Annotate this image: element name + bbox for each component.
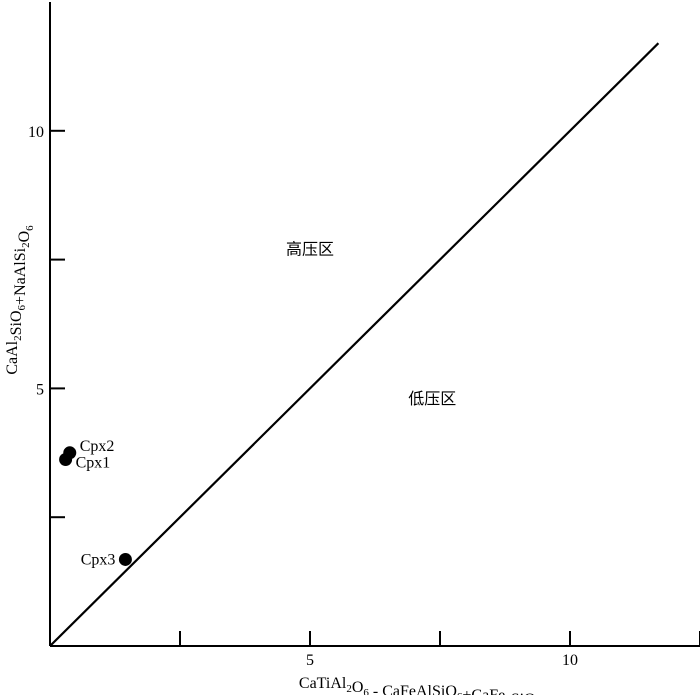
y-axis-title: CaAl2SiO6+NaAlSi2O6 [4,225,36,375]
axis-titles: CaTiAl2O6 - CaFeAlSiO6+CaFe2SiO6 CaAl2SiO… [4,225,542,695]
y-tick-label: 10 [28,124,44,141]
boundary-line-group [49,42,660,647]
point-label-cpx3: Cpx3 [81,551,116,568]
point-label-cpx2: Cpx2 [80,438,115,455]
region-label: 低压区 [408,389,456,408]
x-tick-label: 10 [562,652,578,669]
axes [49,2,700,647]
x-tick-label: 5 [306,652,314,669]
x-axis-title: CaTiAl2O6 - CaFeAlSiO6+CaFe2SiO6 [299,675,542,695]
boundary-line [49,42,660,647]
y-tick-label: 5 [36,381,44,398]
data-point-cpx1 [59,452,73,466]
region-label: 高压区 [286,239,334,258]
point-label-cpx1: Cpx1 [76,454,111,471]
ticks: 5 10 5 10 [28,124,700,669]
data-point-cpx3 [118,552,132,566]
